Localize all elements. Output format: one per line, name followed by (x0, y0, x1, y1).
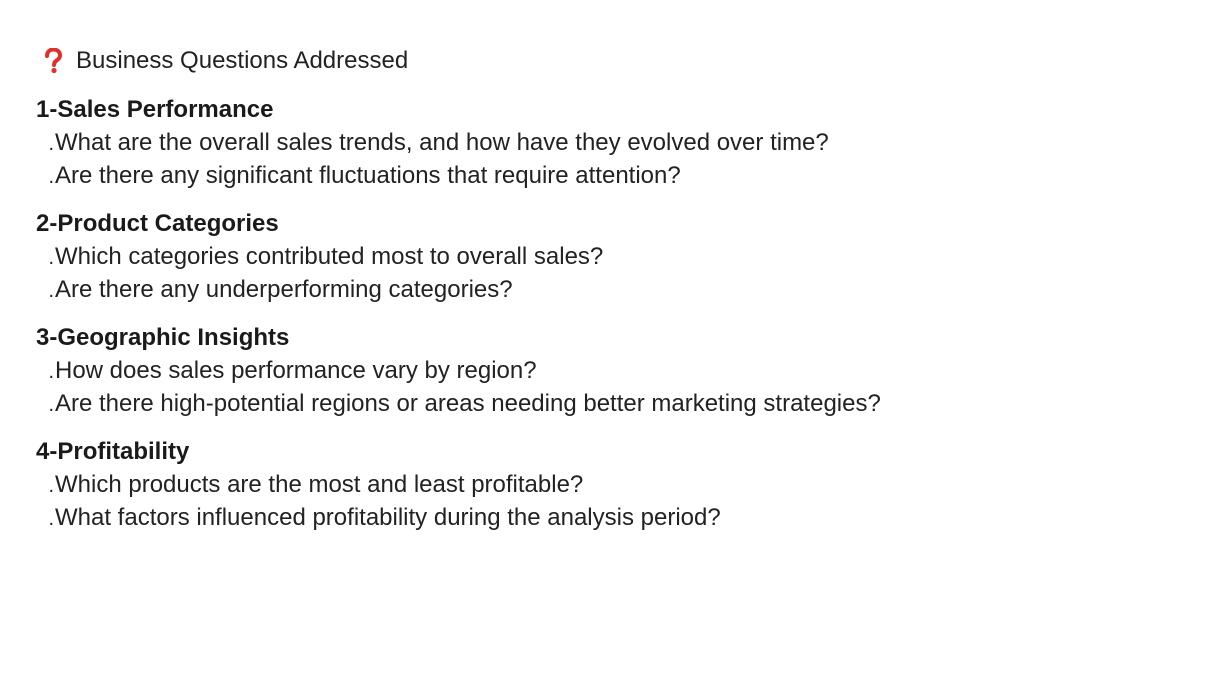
bullet: . (48, 361, 54, 383)
question-text: Which categories contributed most to ove… (55, 243, 604, 270)
question-text: What factors influenced profitability du… (55, 504, 721, 531)
section-product-categories: 2-Product Categories . Which categories … (36, 208, 1176, 306)
question-mark-icon (42, 47, 64, 75)
document-page: Business Questions Addressed 1-Sales Per… (36, 44, 1176, 534)
section-profitability: 4-Profitability . Which products are the… (36, 436, 1176, 534)
list-item: . Which categories contributed most to o… (36, 240, 1176, 273)
section-heading: Business Questions Addressed (42, 44, 1176, 78)
list-item: . What are the overall sales trends, and… (36, 126, 1176, 159)
section-sales-performance: 1-Sales Performance . What are the overa… (36, 94, 1176, 192)
bullet: . (48, 166, 54, 188)
bullet: . (48, 280, 54, 302)
question-text: Are there high-potential regions or area… (55, 390, 881, 417)
bullet: . (48, 508, 54, 530)
section-title: 2-Product Categories (36, 210, 279, 237)
question-list: . What are the overall sales trends, and… (36, 126, 1176, 192)
question-text: Which products are the most and least pr… (55, 471, 584, 498)
section-geographic-insights: 3-Geographic Insights . How does sales p… (36, 322, 1176, 420)
question-text: Are there any underperforming categories… (55, 276, 513, 303)
question-list: . Which categories contributed most to o… (36, 240, 1176, 306)
page-title: Business Questions Addressed (76, 47, 409, 74)
list-item: . Are there high-potential regions or ar… (36, 387, 1176, 420)
section-title: 3-Geographic Insights (36, 324, 290, 351)
list-item: . Are there any underperforming categori… (36, 273, 1176, 306)
list-item: . How does sales performance vary by reg… (36, 354, 1176, 387)
bullet: . (48, 247, 54, 269)
question-text: How does sales performance vary by regio… (55, 357, 537, 384)
bullet: . (48, 133, 54, 155)
question-list: . How does sales performance vary by reg… (36, 354, 1176, 420)
list-item: . Which products are the most and least … (36, 468, 1176, 501)
question-list: . Which products are the most and least … (36, 468, 1176, 534)
section-title: 1-Sales Performance (36, 96, 274, 123)
bullet: . (48, 394, 54, 416)
question-text: Are there any significant fluctuations t… (55, 162, 681, 189)
list-item: . Are there any significant fluctuations… (36, 159, 1176, 192)
section-title: 4-Profitability (36, 438, 190, 465)
question-text: What are the overall sales trends, and h… (55, 129, 829, 156)
list-item: . What factors influenced profitability … (36, 501, 1176, 534)
bullet: . (48, 475, 54, 497)
